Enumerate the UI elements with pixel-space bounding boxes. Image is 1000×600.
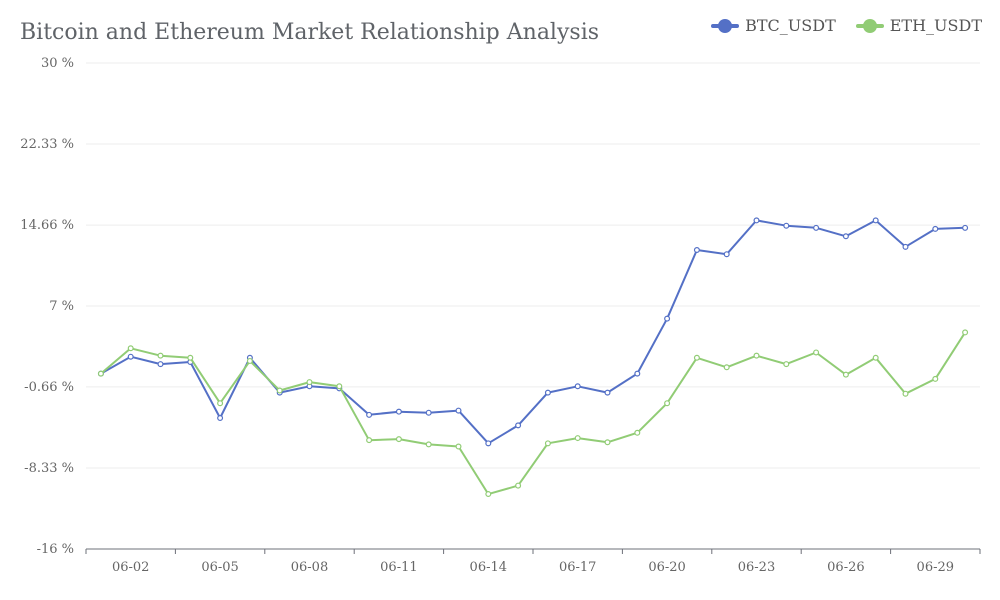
data-point-eth_usdt bbox=[693, 354, 700, 361]
data-point-eth_usdt bbox=[783, 361, 790, 368]
x-tick-label: 06-29 bbox=[917, 560, 954, 575]
data-point-eth_usdt bbox=[127, 345, 134, 352]
series-line-btc_usdt bbox=[100, 219, 966, 445]
data-point-eth_usdt bbox=[455, 443, 462, 450]
data-point-eth_usdt bbox=[604, 439, 611, 446]
legend-swatch-eth bbox=[855, 18, 884, 33]
data-point-btc_usdt bbox=[544, 389, 551, 396]
x-tick-label: 06-05 bbox=[201, 560, 238, 575]
data-point-eth_usdt bbox=[574, 435, 581, 442]
data-point-eth_usdt bbox=[634, 429, 641, 436]
data-point-btc_usdt bbox=[842, 233, 849, 240]
x-tick-label: 06-02 bbox=[112, 560, 149, 575]
data-point-btc_usdt bbox=[395, 408, 402, 415]
data-point-eth_usdt bbox=[485, 491, 492, 498]
y-tick-label: 30 % bbox=[41, 56, 74, 71]
data-point-eth_usdt bbox=[395, 436, 402, 443]
data-point-eth_usdt bbox=[157, 352, 164, 359]
data-point-eth_usdt bbox=[932, 375, 939, 382]
data-point-eth_usdt bbox=[217, 400, 224, 407]
data-point-eth_usdt bbox=[187, 354, 194, 361]
y-tick-label: -8.33 % bbox=[24, 461, 74, 476]
x-tick-label: 06-23 bbox=[738, 560, 775, 575]
data-point-btc_usdt bbox=[455, 407, 462, 414]
data-point-btc_usdt bbox=[872, 217, 879, 224]
x-tick-label: 06-08 bbox=[291, 560, 328, 575]
data-point-btc_usdt bbox=[723, 251, 730, 258]
data-point-btc_usdt bbox=[127, 353, 134, 360]
x-tick-label: 06-26 bbox=[827, 560, 864, 575]
x-tick-label: 06-11 bbox=[380, 560, 417, 575]
x-tick-label: 06-17 bbox=[559, 560, 596, 575]
data-point-eth_usdt bbox=[664, 400, 671, 407]
data-point-eth_usdt bbox=[842, 371, 849, 378]
y-tick-label: -16 % bbox=[37, 542, 74, 557]
x-tick-label: 06-20 bbox=[648, 560, 685, 575]
y-tick-label: 14.66 % bbox=[20, 218, 74, 233]
data-point-btc_usdt bbox=[693, 247, 700, 254]
data-point-btc_usdt bbox=[664, 315, 671, 322]
legend-label-eth: ETH_USDT bbox=[889, 16, 982, 35]
data-point-btc_usdt bbox=[783, 222, 790, 229]
legend-item-btc[interactable]: BTC_USDT bbox=[711, 16, 836, 35]
data-point-btc_usdt bbox=[157, 361, 164, 368]
legend-swatch-btc bbox=[711, 18, 740, 33]
series-line-eth_usdt bbox=[100, 331, 966, 496]
y-tick-label: -0.66 % bbox=[24, 380, 74, 395]
data-point-eth_usdt bbox=[366, 437, 373, 444]
data-point-eth_usdt bbox=[544, 440, 551, 447]
legend-item-eth[interactable]: ETH_USDT bbox=[855, 16, 982, 35]
data-point-eth_usdt bbox=[246, 357, 253, 364]
data-point-btc_usdt bbox=[425, 409, 432, 416]
data-point-eth_usdt bbox=[723, 364, 730, 371]
data-point-eth_usdt bbox=[306, 379, 313, 386]
data-point-btc_usdt bbox=[932, 225, 939, 232]
data-point-eth_usdt bbox=[753, 352, 760, 359]
data-point-eth_usdt bbox=[336, 383, 343, 390]
data-point-btc_usdt bbox=[366, 411, 373, 418]
data-point-btc_usdt bbox=[604, 389, 611, 396]
data-point-eth_usdt bbox=[813, 349, 820, 356]
chart-title: Bitcoin and Ethereum Market Relationship… bbox=[20, 20, 600, 45]
data-point-btc_usdt bbox=[634, 370, 641, 377]
data-point-eth_usdt bbox=[962, 329, 969, 336]
data-point-btc_usdt bbox=[813, 224, 820, 231]
data-point-eth_usdt bbox=[97, 370, 104, 377]
data-point-eth_usdt bbox=[872, 354, 879, 361]
data-point-eth_usdt bbox=[425, 441, 432, 448]
data-point-btc_usdt bbox=[485, 440, 492, 447]
data-point-eth_usdt bbox=[276, 387, 283, 394]
data-point-btc_usdt bbox=[753, 217, 760, 224]
x-tick-label: 06-14 bbox=[470, 560, 507, 575]
data-point-btc_usdt bbox=[515, 422, 522, 429]
y-tick-label: 22.33 % bbox=[20, 137, 74, 152]
data-point-btc_usdt bbox=[574, 383, 581, 390]
data-point-btc_usdt bbox=[962, 224, 969, 231]
data-point-eth_usdt bbox=[902, 390, 909, 397]
data-point-btc_usdt bbox=[902, 243, 909, 250]
data-point-btc_usdt bbox=[217, 414, 224, 421]
legend-label-btc: BTC_USDT bbox=[745, 16, 836, 35]
data-point-eth_usdt bbox=[515, 482, 522, 489]
y-tick-label: 7 % bbox=[49, 299, 74, 314]
legend: BTC_USDT ETH_USDT bbox=[711, 16, 982, 35]
